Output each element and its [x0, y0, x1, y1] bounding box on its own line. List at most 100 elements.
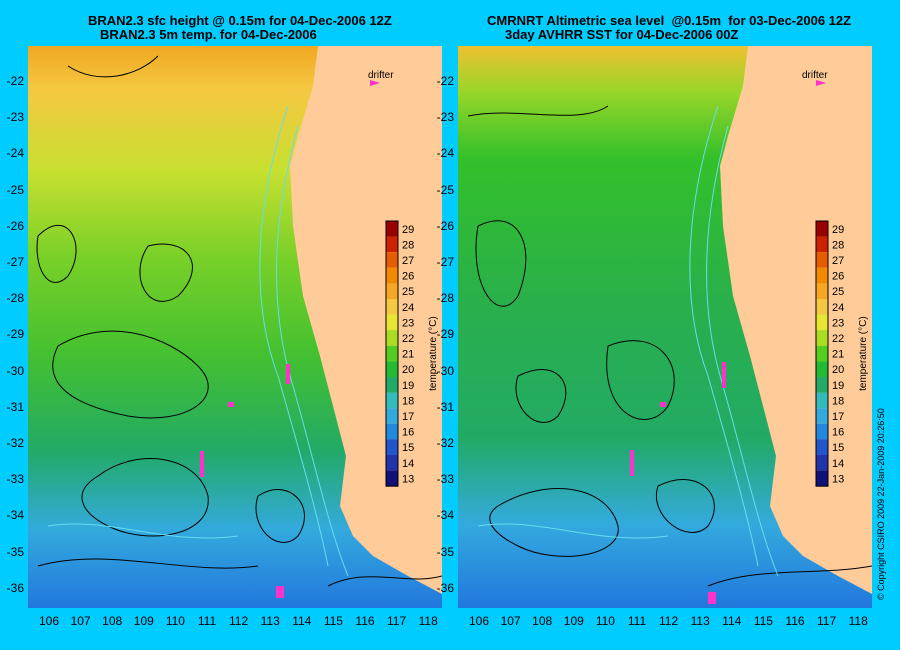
- lon-tick-label: 108: [102, 614, 123, 628]
- colorbar-swatch: [386, 252, 398, 268]
- lat-tick-label: -30: [436, 363, 454, 378]
- lat-tick-label: -24: [6, 146, 24, 161]
- lon-tick-label: 113: [690, 614, 710, 628]
- lat-tick-label: -31: [436, 399, 454, 414]
- colorbar-tick-label: 21: [402, 349, 414, 361]
- colorbar-tick-label: 25: [402, 286, 414, 298]
- colorbar-tick-label: 17: [402, 411, 414, 423]
- colorbar-swatch: [386, 236, 398, 253]
- lat-tick-label: -28: [6, 291, 24, 306]
- lat-tick-label: -35: [6, 544, 24, 559]
- colorbar-swatch: [816, 423, 828, 440]
- lon-tick-label: 107: [500, 614, 521, 628]
- colorbar-tick-label: 24: [832, 302, 844, 314]
- colorbar-tick-label: 15: [832, 442, 844, 454]
- lon-tick-label: 114: [722, 614, 742, 628]
- lat-tick-label: -31: [6, 399, 24, 414]
- colorbar-swatch: [386, 330, 398, 346]
- colorbar-swatch: [816, 408, 828, 424]
- colorbar-swatch: [386, 408, 398, 424]
- lat-tick-label: -36: [6, 580, 24, 595]
- colorbar-swatch: [386, 361, 398, 377]
- left-drifter-tracks: [200, 80, 380, 598]
- colorbar-swatch: [816, 283, 828, 299]
- colorbar-swatch: [816, 455, 828, 471]
- colorbar-tick-label: 22: [832, 333, 844, 345]
- lat-tick-label: -35: [436, 544, 454, 559]
- lat-tick-label: -27: [6, 255, 24, 269]
- colorbar-swatch: [816, 267, 828, 284]
- lon-tick-label: 110: [165, 614, 185, 628]
- colorbar-tick-label: 20: [402, 364, 414, 376]
- colorbar-tick-label: 18: [402, 395, 414, 407]
- colorbar-tick-label: 25: [832, 286, 844, 298]
- lon-tick-label: 108: [532, 614, 553, 628]
- lat-tick-label: -34: [6, 508, 24, 523]
- lon-tick-label: 112: [229, 614, 249, 628]
- lon-tick-label: 109: [133, 614, 154, 628]
- left-drifter-label: drifter: [368, 70, 394, 81]
- colorbar-swatch: [816, 236, 828, 253]
- colorbar-swatch: [816, 361, 828, 377]
- lat-tick-label: -34: [436, 508, 454, 523]
- colorbar-swatch: [816, 221, 828, 237]
- lon-tick-label: 106: [38, 614, 60, 628]
- right-drifter-tracks: [630, 80, 826, 604]
- left-title-line1: BRAN2.3 sfc height @ 0.15m for 04-Dec-20…: [88, 13, 392, 28]
- colorbar-swatch: [816, 314, 828, 331]
- colorbar-tick-label: 21: [832, 349, 844, 361]
- colorbar-tick-label: 23: [402, 317, 414, 329]
- lat-tick-label: -25: [6, 182, 24, 197]
- colorbar-swatch: [816, 439, 828, 455]
- colorbar-tick-label: 28: [832, 239, 844, 251]
- colorbar-swatch: [386, 377, 398, 393]
- colorbar-swatch: [386, 345, 398, 362]
- lon-tick-label: 117: [817, 614, 837, 628]
- lon-tick-label: 116: [355, 614, 375, 628]
- lat-tick-label: -24: [436, 146, 454, 161]
- colorbar-swatch: [386, 299, 398, 315]
- colorbar-swatch: [386, 439, 398, 455]
- lon-tick-label: 111: [197, 614, 217, 628]
- lat-tick-label: -22: [436, 74, 454, 88]
- lat-tick-label: -30: [6, 363, 24, 378]
- right-title-line2: 3day AVHRR SST for 04-Dec-2006 00Z: [505, 27, 739, 42]
- colorbar-swatch: [816, 377, 828, 393]
- colorbar-tick-label: 13: [402, 473, 414, 485]
- lon-tick-label: 117: [387, 614, 407, 628]
- colorbar-tick-label: 20: [832, 364, 844, 376]
- colorbar-swatch: [386, 470, 398, 487]
- lon-tick-label: 111: [627, 614, 647, 628]
- colorbar-swatch: [816, 252, 828, 268]
- colorbar-tick-label: 15: [402, 442, 414, 454]
- colorbar-frame: [815, 220, 829, 487]
- colorbar-tick-label: 24: [402, 302, 414, 314]
- colorbar-tick-label: 26: [832, 271, 844, 283]
- colorbar-swatch: [816, 470, 828, 487]
- lon-tick-label: 113: [260, 614, 280, 628]
- lon-tick-label: 110: [595, 614, 615, 628]
- colorbar-swatch: [816, 299, 828, 315]
- lat-tick-label: -26: [6, 218, 24, 233]
- colorbar-swatch: [386, 423, 398, 440]
- colorbar-tick-label: 14: [832, 458, 844, 470]
- colorbar-tick-label: 19: [402, 380, 414, 392]
- right-drifter-label: drifter: [802, 70, 828, 81]
- left-title-line2: BRAN2.3 5m temp. for 04-Dec-2006: [100, 27, 317, 42]
- colorbar-tick-label: 29: [832, 224, 844, 236]
- lon-tick-label: 115: [753, 614, 773, 628]
- lon-tick-label: 106: [468, 614, 490, 628]
- lat-tick-label: -33: [436, 472, 454, 487]
- colorbar-tick-label: 23: [832, 317, 844, 329]
- colorbar-tick-label: 28: [402, 239, 414, 251]
- lat-tick-label: -36: [436, 580, 454, 595]
- colorbar-swatch: [816, 330, 828, 346]
- lon-tick-label: 116: [785, 614, 805, 628]
- lon-tick-label: 114: [292, 614, 312, 628]
- colorbar-tick-label: 18: [832, 395, 844, 407]
- left-map-panel: drifter 29 28 27 26 25 24 23 22 21 20 19 18 17 16 15 14…: [28, 46, 442, 608]
- lon-tick-label: 109: [563, 614, 584, 628]
- lat-tick-label: -26: [436, 218, 454, 233]
- colorbar-tick-label: 29: [402, 224, 414, 236]
- left-colorbar: 29 28 27 26 25 24 23 22 21 20 19 18 17 16 15 14 13 temper…: [385, 220, 439, 487]
